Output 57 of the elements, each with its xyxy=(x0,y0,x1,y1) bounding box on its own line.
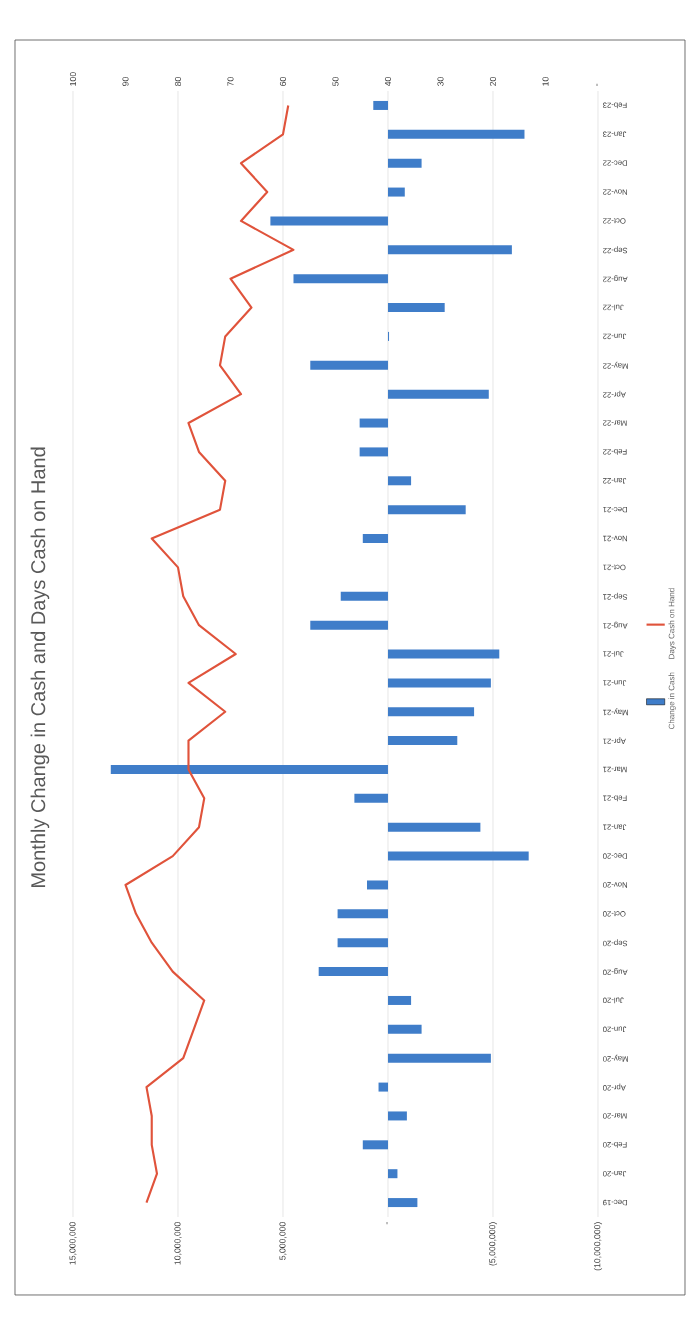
bar xyxy=(354,793,388,803)
bar xyxy=(387,822,481,832)
bar xyxy=(387,1198,418,1208)
x2-tick-label: 60 xyxy=(279,77,287,86)
bar xyxy=(387,851,529,861)
bar xyxy=(310,620,388,630)
bar xyxy=(387,649,500,659)
x2-tick-label: 40 xyxy=(384,77,392,87)
x2-tick-label: 30 xyxy=(437,77,444,86)
bar xyxy=(359,447,388,457)
bar xyxy=(340,591,388,601)
bar xyxy=(387,505,466,515)
bar xyxy=(387,476,412,486)
bar xyxy=(362,1140,388,1150)
bar xyxy=(387,303,445,313)
bar xyxy=(378,1082,388,1092)
x2-tick-label: 100 xyxy=(69,72,77,86)
bar xyxy=(387,187,405,197)
x-tick-label: 10,000,000 xyxy=(174,1222,182,1265)
bar xyxy=(359,418,388,428)
bar xyxy=(337,909,388,919)
bar xyxy=(310,360,388,370)
x2-tick-label: 50 xyxy=(332,77,339,86)
legend-label: Days Cash on Hand xyxy=(668,588,676,659)
x2-tick-label: 10 xyxy=(542,77,549,86)
x-tick-label: 15,000,000 xyxy=(69,1222,77,1265)
bar xyxy=(387,158,422,168)
bar xyxy=(270,216,388,226)
bar xyxy=(387,129,525,139)
bar xyxy=(387,1169,398,1179)
x2-tick-label: 90 xyxy=(122,77,129,86)
legend-label: Change in Cash xyxy=(668,672,676,730)
bar xyxy=(387,736,458,746)
bar xyxy=(293,274,388,284)
bar xyxy=(387,1024,422,1034)
x-tick-label: 5,000,000 xyxy=(279,1222,287,1260)
bar xyxy=(387,707,475,717)
bar xyxy=(387,678,491,688)
bar xyxy=(387,995,412,1005)
bar xyxy=(366,880,388,890)
x-tick-label: (5,000,000) xyxy=(488,1222,498,1266)
bar xyxy=(387,1111,407,1121)
bar xyxy=(387,1053,491,1063)
bar xyxy=(318,967,388,977)
bar xyxy=(387,245,512,255)
x2-tick-label: 20 xyxy=(489,77,497,86)
bar xyxy=(337,938,388,948)
x-tick-label: - xyxy=(386,1222,388,1225)
x2-tick-label: - xyxy=(596,83,598,86)
bar xyxy=(362,534,388,544)
text: Monthly Change in Cash and Days Cash on Hand xyxy=(30,447,50,888)
x-tick-label: (10,000,000) xyxy=(593,1222,603,1271)
bar xyxy=(110,765,388,774)
bar xyxy=(387,389,489,399)
bar xyxy=(373,100,388,110)
x2-tick-label: 70 xyxy=(227,77,234,86)
x2-tick-label: 80 xyxy=(174,77,182,86)
